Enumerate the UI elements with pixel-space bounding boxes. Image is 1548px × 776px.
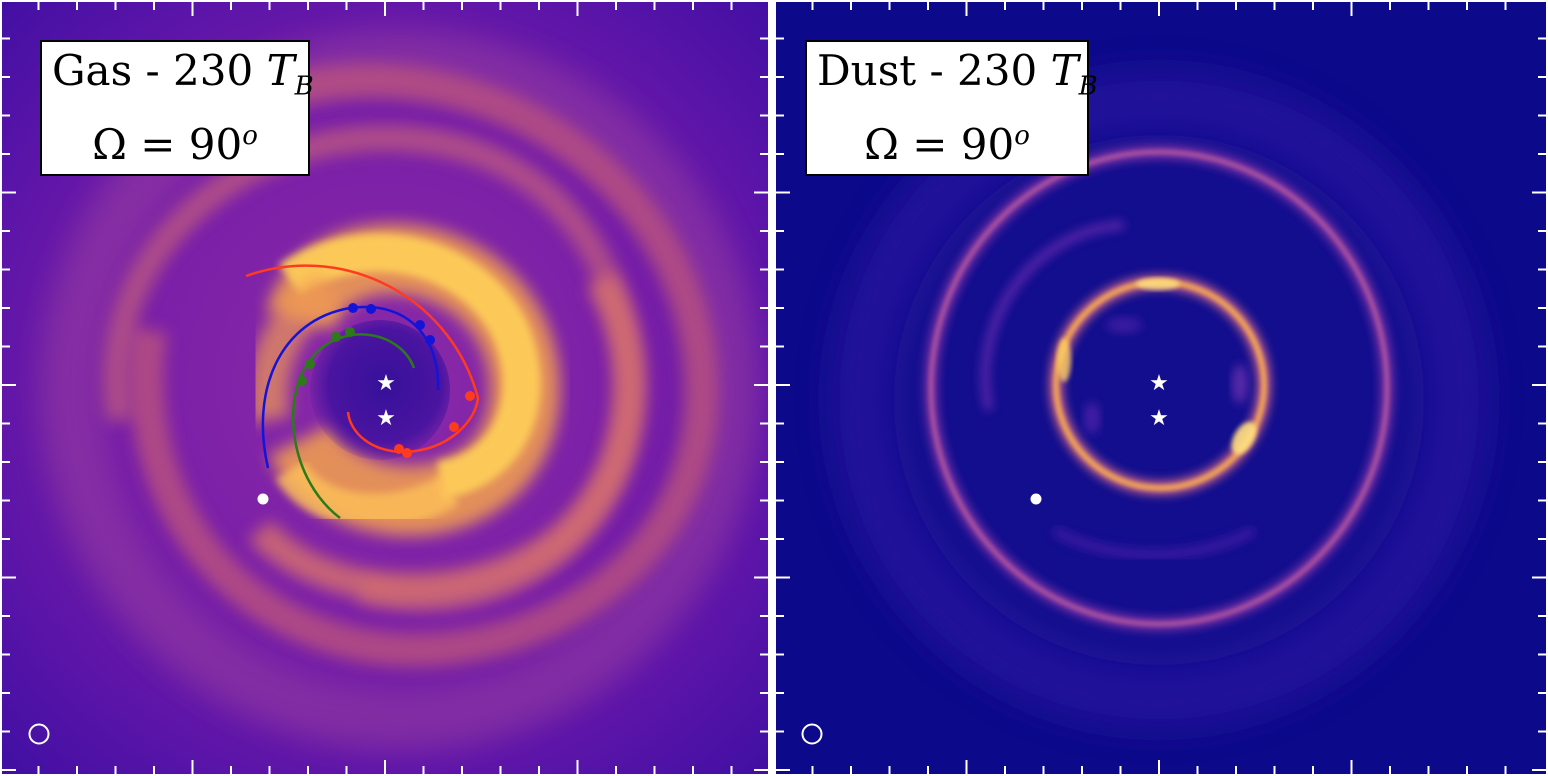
gas-omega: Ω = 90o <box>92 120 258 170</box>
beam-icon <box>801 723 823 745</box>
gas-label-box: Gas - 230 TB Ω = 90o <box>40 40 314 177</box>
beam-icon <box>28 723 50 745</box>
gas-outer-arm <box>129 63 719 668</box>
panel-frame <box>0 0 770 776</box>
dust-label-box: Dust - 230 TB Ω = 90o <box>805 40 1098 177</box>
dust-panel: ★ ★ Dust - 230 TB Ω = 90o <box>774 0 1548 776</box>
dust-title: Dust - 230 TB <box>817 46 1098 102</box>
blue-points <box>348 303 435 345</box>
dust-omega: Ω = 90o <box>864 120 1030 170</box>
red-arc-outer <box>245 264 480 399</box>
planet-dot <box>1030 493 1042 505</box>
star-icon: ★ <box>1149 371 1169 396</box>
dust-map: ★ ★ <box>774 0 1548 776</box>
panel-frame <box>774 0 1548 776</box>
star-icon: ★ <box>1149 406 1169 431</box>
star-icon: ★ <box>376 371 396 396</box>
red-points <box>394 391 475 458</box>
gas-cavity <box>310 320 450 460</box>
gas-bright-arm <box>278 233 541 499</box>
gas-panel: ★ ★ Gas - 230 TB Ω = 90o <box>0 0 770 776</box>
gas-title: Gas - 230 TB <box>52 46 314 102</box>
star-icon: ★ <box>376 406 396 431</box>
green-points <box>297 327 355 386</box>
planet-dot <box>257 493 269 505</box>
gas-map: ★ ★ <box>0 0 770 776</box>
